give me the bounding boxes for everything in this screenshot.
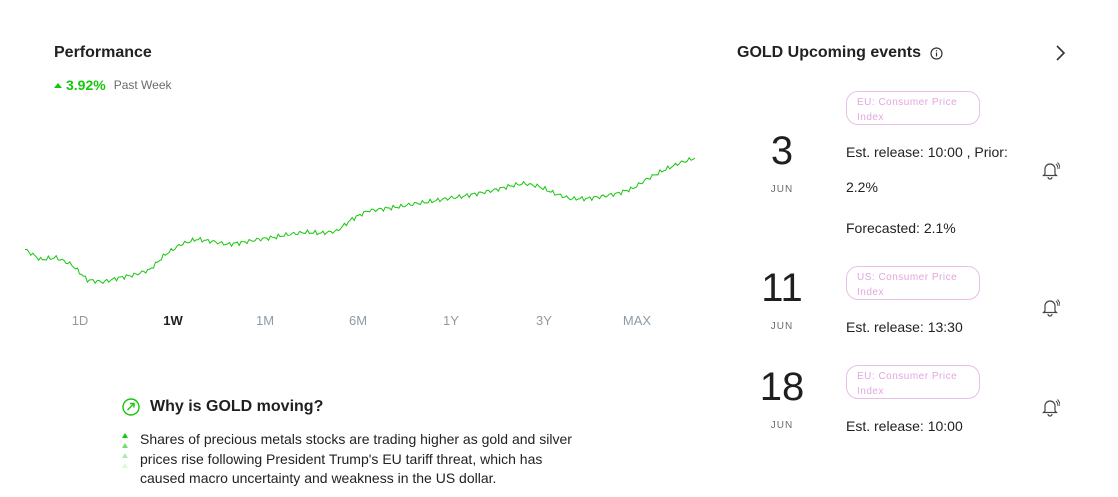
timeframe-selector: 1D 1W 1M 6M 1Y 3Y MAX xyxy=(0,313,720,333)
why-line-2: prices rise following President Trump's … xyxy=(140,450,543,467)
why-header: Why is GOLD moving? xyxy=(122,398,592,416)
event-day: 18 xyxy=(759,365,805,409)
timeframe-3y[interactable]: 3Y xyxy=(536,313,552,328)
event-type-badge[interactable]: EU: Consumer Price Index xyxy=(846,91,980,125)
event-month: JUN xyxy=(770,321,794,332)
timeframe-1m[interactable]: 1M xyxy=(255,313,275,328)
timeframe-6m[interactable]: 6M xyxy=(348,313,368,328)
why-line-3: caused macro uncertainty and weakness in… xyxy=(140,470,497,486)
timeframe-max[interactable]: MAX xyxy=(622,313,652,328)
timeframe-1d[interactable]: 1D xyxy=(71,313,89,328)
upcoming-events-panel: GOLD Upcoming events 3 JUN EU: Consumer … xyxy=(720,0,1118,497)
why-moving-section: Why is GOLD moving? Shares of precious m… xyxy=(122,398,592,489)
performance-chart xyxy=(24,156,696,284)
events-title: GOLD Upcoming events xyxy=(737,44,922,61)
why-line-1: Shares of precious metals stocks are tra… xyxy=(140,431,572,447)
chevron-right-icon[interactable] xyxy=(1053,44,1067,62)
performance-panel: Performance 3.92% Past Week 1D 1W 1M 6M … xyxy=(0,44,720,489)
event-type-badge[interactable]: EU: Consumer Price Index xyxy=(846,365,980,399)
timeframe-1y[interactable]: 1Y xyxy=(443,313,459,328)
bullet-icon xyxy=(122,443,128,448)
bullet-icon xyxy=(122,433,128,438)
event-release: Est. release: 10:00 , Prior: xyxy=(846,144,1008,160)
event-prior: 2.2% xyxy=(846,179,878,195)
bell-icon[interactable] xyxy=(1040,397,1060,417)
info-icon[interactable] xyxy=(930,46,943,60)
change-period: Past Week xyxy=(113,78,172,92)
price-line xyxy=(24,156,696,284)
bullet-markers xyxy=(122,433,128,473)
performance-title: Performance xyxy=(54,44,152,61)
bell-icon[interactable] xyxy=(1040,160,1060,180)
bullet-icon xyxy=(122,453,128,458)
event-forecast: Forecasted: 2.1% xyxy=(846,220,956,236)
event-day: 11 xyxy=(761,266,803,310)
change-value: 3.92% xyxy=(66,77,106,93)
event-day: 3 xyxy=(770,129,794,173)
event-month: JUN xyxy=(770,184,794,195)
event-type-badge[interactable]: US: Consumer Price Index xyxy=(846,266,980,300)
why-title: Why is GOLD moving? xyxy=(150,398,324,415)
why-body: Shares of precious metals stocks are tra… xyxy=(122,430,592,489)
events-header: GOLD Upcoming events xyxy=(737,44,943,62)
up-arrow-icon xyxy=(54,82,62,88)
timeframe-1w[interactable]: 1W xyxy=(163,313,183,328)
bullet-icon xyxy=(122,463,128,468)
event-month: JUN xyxy=(770,420,794,431)
event-release: Est. release: 13:30 xyxy=(846,319,963,335)
bell-icon[interactable] xyxy=(1040,297,1060,317)
event-release: Est. release: 10:00 xyxy=(846,418,963,434)
performance-change: 3.92% Past Week xyxy=(54,77,172,93)
trending-up-icon xyxy=(122,398,140,416)
